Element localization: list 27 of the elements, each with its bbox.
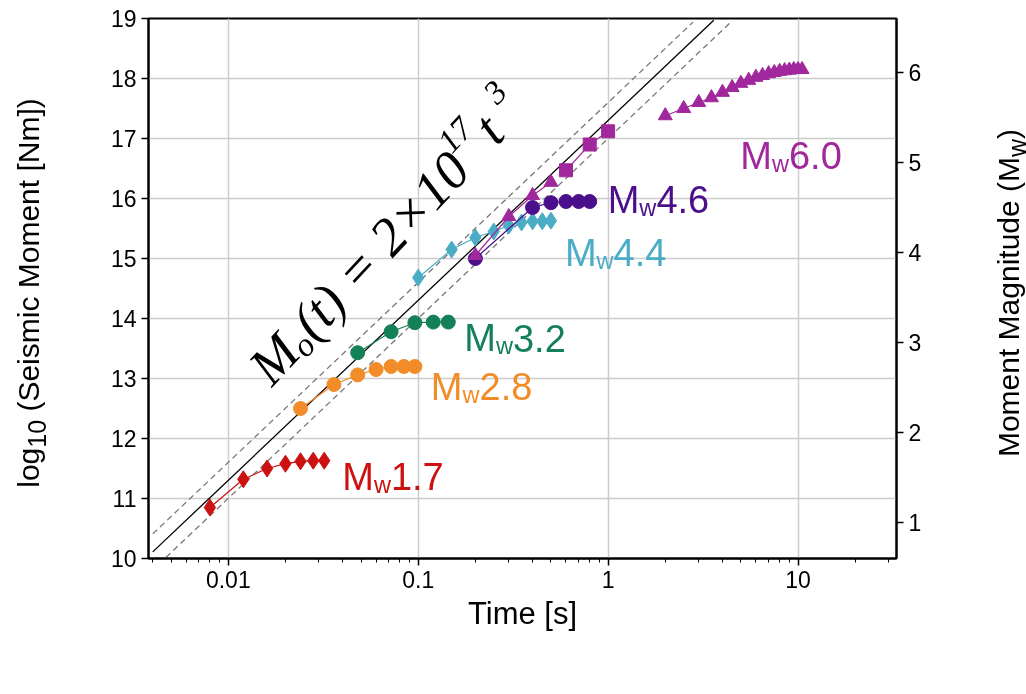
y-tick-label: 19 [110, 6, 137, 32]
y2-tick-label: 2 [908, 420, 922, 446]
y-tick-label: 14 [110, 306, 137, 332]
y-tick-label: 11 [112, 486, 137, 512]
y-tick-label: 15 [110, 246, 137, 272]
y-tick-label: 12 [110, 426, 137, 452]
x-tick-label: 10 [785, 566, 811, 593]
y-tick-label: 17 [110, 126, 137, 152]
y2-tick-label: 4 [908, 240, 922, 266]
y-tick-label: 16 [110, 186, 137, 212]
x-axis-title: Time [s] [467, 595, 578, 631]
x-tick-label: 1 [601, 566, 615, 593]
series-label: Mw4.4 [564, 231, 667, 275]
y-tick-label: 13 [110, 366, 137, 392]
series-label: Mw4.6 [607, 178, 710, 221]
x-tick-label: 0.01 [205, 566, 251, 593]
x-tick-label: 0.1 [402, 566, 435, 593]
series-label: Mw1.7 [342, 455, 444, 499]
series-label: Mw6.0 [740, 134, 842, 178]
y2-tick-label: 6 [908, 60, 922, 86]
y2-tick-label: 5 [908, 150, 922, 176]
y2-tick-label: 3 [908, 330, 922, 356]
y-tick-label: 10 [110, 546, 137, 572]
y-tick-label: 18 [110, 66, 137, 92]
series-label: Mw3.2 [464, 317, 566, 360]
series-label: Mw2.8 [430, 365, 533, 408]
y2-tick-label: 1 [908, 510, 922, 536]
